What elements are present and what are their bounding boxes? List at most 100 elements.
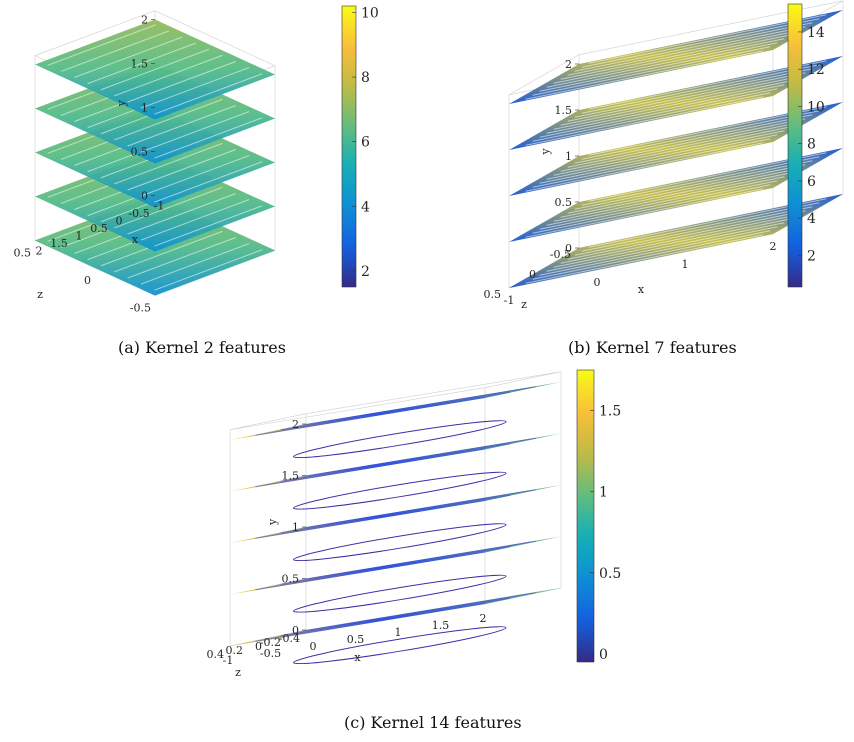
chart-c-slice-contour <box>255 499 485 539</box>
chart-b-x-tick-label: -1 <box>504 294 515 307</box>
chart-b-slice <box>509 148 843 242</box>
chart-b-slice-contour <box>539 88 778 138</box>
chart-b-slice-contour <box>588 152 827 202</box>
chart-b-slice-contour <box>567 210 806 260</box>
chart-c-y-label: y <box>266 518 279 526</box>
chart-a-slice-contour <box>114 54 223 97</box>
chart-c-x-tick-label: -0.5 <box>260 647 281 660</box>
chart-c-slice-contour <box>255 396 485 436</box>
chart-b-x-tick-label: 2 <box>770 240 777 253</box>
chart-b-colorbar-tick-label: 8 <box>807 137 816 153</box>
chart-a-plot: 0 0.5 1 1.5 2 y -1 -0.5 0 0.5 1 1.5 2 x 0.5 0 -0.5 z 2 4 6 8 1… <box>14 5 379 314</box>
chart-a: 0 0.5 1 1.5 2 y -1 -0.5 0 0.5 1 1.5 2 x 0.5 0 -0.5 z 2 4 6 8 1… <box>0 0 400 314</box>
chart-b-slice-contour <box>567 118 806 168</box>
chart-b-colorbar-bar <box>787 3 803 288</box>
chart-b-slice-contour <box>532 46 771 96</box>
chart-c-y-tick-label: 0 <box>292 624 299 637</box>
chart-b-slice-contour <box>581 202 820 252</box>
chart-c-slice-contour <box>255 448 485 488</box>
chart-b-slice-contour <box>574 160 813 210</box>
chart-a-slice-contour <box>154 117 263 159</box>
chart-b-slice-contour <box>553 80 792 130</box>
chart-a-slice-contour <box>114 230 223 273</box>
chart-c-y-tick-label: 2 <box>292 418 299 431</box>
chart-a-slice-contour <box>154 249 263 291</box>
chart-a-y-tick-label: 0.5 <box>131 146 149 159</box>
chart-b-slice <box>509 10 843 104</box>
chart-b-slice-contour <box>546 222 785 272</box>
chart-b-z-tick-label: 0.5 <box>484 288 502 301</box>
chart-b-slice-contour <box>560 214 799 264</box>
chart-c-slice <box>230 433 561 510</box>
chart-a-x-tick-label: 2 <box>36 245 43 258</box>
chart-b-slice-contour <box>532 92 771 142</box>
chart-a-slice-contour <box>127 61 236 103</box>
chart-b-slice-contour <box>560 76 799 126</box>
chart-b-y-tick-label: 2 <box>565 58 572 71</box>
chart-b-x-tick-label: 0 <box>594 276 601 289</box>
chart-b-y-label: y <box>539 148 552 156</box>
chart-c-x-label: x <box>354 651 361 664</box>
chart-c-contour-loop <box>292 574 507 613</box>
chart-a-slice <box>35 19 275 120</box>
chart-c-slice-contour <box>280 494 511 534</box>
chart-c-slice-contour <box>255 551 485 591</box>
chart-c-y-tick-label: 1.5 <box>282 470 300 483</box>
chart-b-slice-contour <box>539 180 778 230</box>
chart-b-colorbar-tick-label: 14 <box>807 25 825 41</box>
chart-c-x-tick-label: 2 <box>480 612 487 625</box>
chart-a-slice-contour <box>114 186 223 229</box>
chart-b-slice-contour <box>539 226 778 276</box>
chart-b-x-tick-label: 1 <box>682 258 689 271</box>
chart-b-slice-contour <box>525 188 764 238</box>
chart-a-slice-contour <box>114 142 223 185</box>
chart-b-slice-contour <box>560 30 799 80</box>
chart-b-slice-contour <box>532 138 771 188</box>
chart-c-colorbar-tick-label: 1 <box>599 485 608 501</box>
chart-c-y-tick-label: 0.5 <box>282 573 300 586</box>
chart-c-slice <box>230 536 561 613</box>
caption-c: (c) Kernel 14 features <box>344 713 522 732</box>
chart-b-colorbar-tick-label: 12 <box>807 62 825 78</box>
chart-c-colorbar-tick-label: 1.5 <box>599 404 621 420</box>
chart-b-slice-contour <box>560 168 799 218</box>
chart-c-z-tick-label: -0.4 <box>279 632 300 645</box>
chart-a-colorbar-tick-label: 6 <box>361 135 370 151</box>
chart-a-z-tick-label: 0 <box>84 274 91 287</box>
chart-c-colorbar-tick-label: 0 <box>599 647 608 663</box>
chart-b-slice-contour <box>525 96 764 146</box>
chart-c-contour-loop <box>292 523 507 562</box>
chart-b-slice-contour <box>539 134 778 184</box>
chart-b-slice-contour <box>546 130 785 180</box>
chart-b-colorbar-tick-label: 10 <box>807 99 825 115</box>
chart-c-slice <box>230 588 561 665</box>
chart-c-slice-contour <box>306 489 536 529</box>
chart-a-slice-contour <box>127 193 236 235</box>
chart-a-z-tick-label: 0.5 <box>14 247 32 260</box>
chart-b-slice-contour <box>588 14 827 64</box>
chart-b-slice-contour <box>574 206 813 256</box>
chart-a-slice-contour <box>47 24 156 66</box>
chart-b-y-tick-label: 1.5 <box>555 104 573 117</box>
chart-b-slice-contour <box>546 84 785 134</box>
chart-a-slice-contour <box>154 161 263 203</box>
chart-b-y-tick-label: 1 <box>565 150 572 163</box>
chart-a-colorbar-tick-label: 2 <box>361 264 370 280</box>
chart-b-slice-contour <box>567 72 806 122</box>
chart-c: 0 0.5 1 1.5 2 y -1 -0.5 0 0.5 1 1.5 2 x -0.4 -0.2 0 0.2 0.… <box>205 362 625 682</box>
chart-c-colorbar-tick-label: 0.5 <box>599 566 621 582</box>
chart-a-y-tick-label: 1.5 <box>131 58 149 71</box>
chart-a-x-tick-label: 1.5 <box>50 237 68 250</box>
chart-b-slice-contour <box>574 114 813 164</box>
chart-c-slice-contour <box>280 546 511 585</box>
chart-a-x-tick-label: -1 <box>154 200 165 213</box>
chart-c-z-tick-label: 0.2 <box>226 644 244 657</box>
chart-b-slice-contour <box>532 230 771 280</box>
chart-b-slice-contour <box>588 198 827 248</box>
chart-b-slice <box>509 194 843 288</box>
chart-b-slice-contour <box>553 126 792 176</box>
chart-b-slice <box>509 102 843 196</box>
chart-a-colorbar-tick-label: 10 <box>361 5 379 21</box>
chart-b-y-tick-label: 0 <box>565 242 572 255</box>
